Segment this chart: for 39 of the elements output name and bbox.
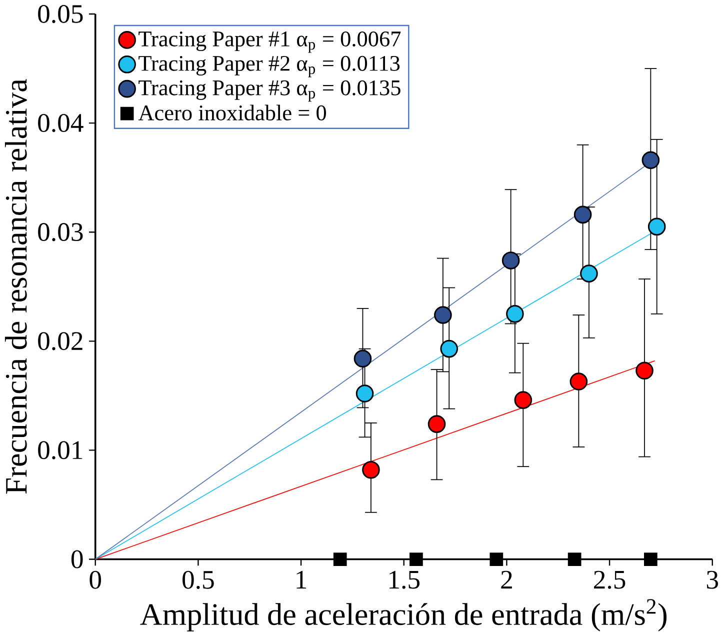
point (490, 552, 504, 566)
x-tick-label: 1.5 (390, 570, 420, 589)
point (574, 206, 592, 224)
x-tick-label: 2.5 (594, 570, 626, 589)
point (333, 552, 347, 566)
y-tick-label: 0 (71, 550, 83, 568)
y-axis-title: Frecuencia de resonancia relativa (4, 78, 27, 494)
y-tick-label: 0.04 (38, 114, 84, 132)
point (354, 350, 372, 368)
point (410, 552, 423, 566)
point (568, 552, 582, 566)
point (506, 304, 524, 323)
point (428, 414, 446, 433)
legend-label: Tracing Paper #3 α$_{p}$ = 0.0135 (138, 80, 400, 102)
point (362, 460, 380, 479)
legend-label: Tracing Paper #1 α$_{p}$ = 0.0067 (138, 31, 401, 53)
point (570, 372, 588, 390)
y-tick-label: 0.02 (38, 332, 82, 350)
point (636, 362, 654, 380)
point (440, 340, 458, 358)
point (648, 218, 666, 236)
x-axis-title: Amplitud de aceleración de entrada (m/s$^{2}$) (140, 599, 667, 632)
x-tick-label: 2 (501, 570, 512, 588)
x-tick-label: 0 (90, 570, 102, 589)
x-tick-label: 1 (296, 570, 306, 588)
legend-label: Acero inoxidable = 0 (138, 104, 326, 120)
y-tick-label: 0.05 (38, 4, 83, 23)
point (644, 552, 658, 566)
point (514, 390, 532, 409)
point (580, 264, 598, 282)
point (434, 306, 452, 324)
point (356, 384, 374, 402)
point (642, 151, 660, 169)
legend-label: Tracing Paper #2 α$_{p}$ = 0.0113 (138, 56, 400, 78)
x-tick-label: 0.5 (182, 570, 214, 589)
x-tick-label: 3 (706, 570, 718, 589)
y-tick-label: 0.01 (38, 440, 82, 460)
y-tick-label: 0.03 (38, 222, 83, 241)
point (502, 251, 520, 270)
